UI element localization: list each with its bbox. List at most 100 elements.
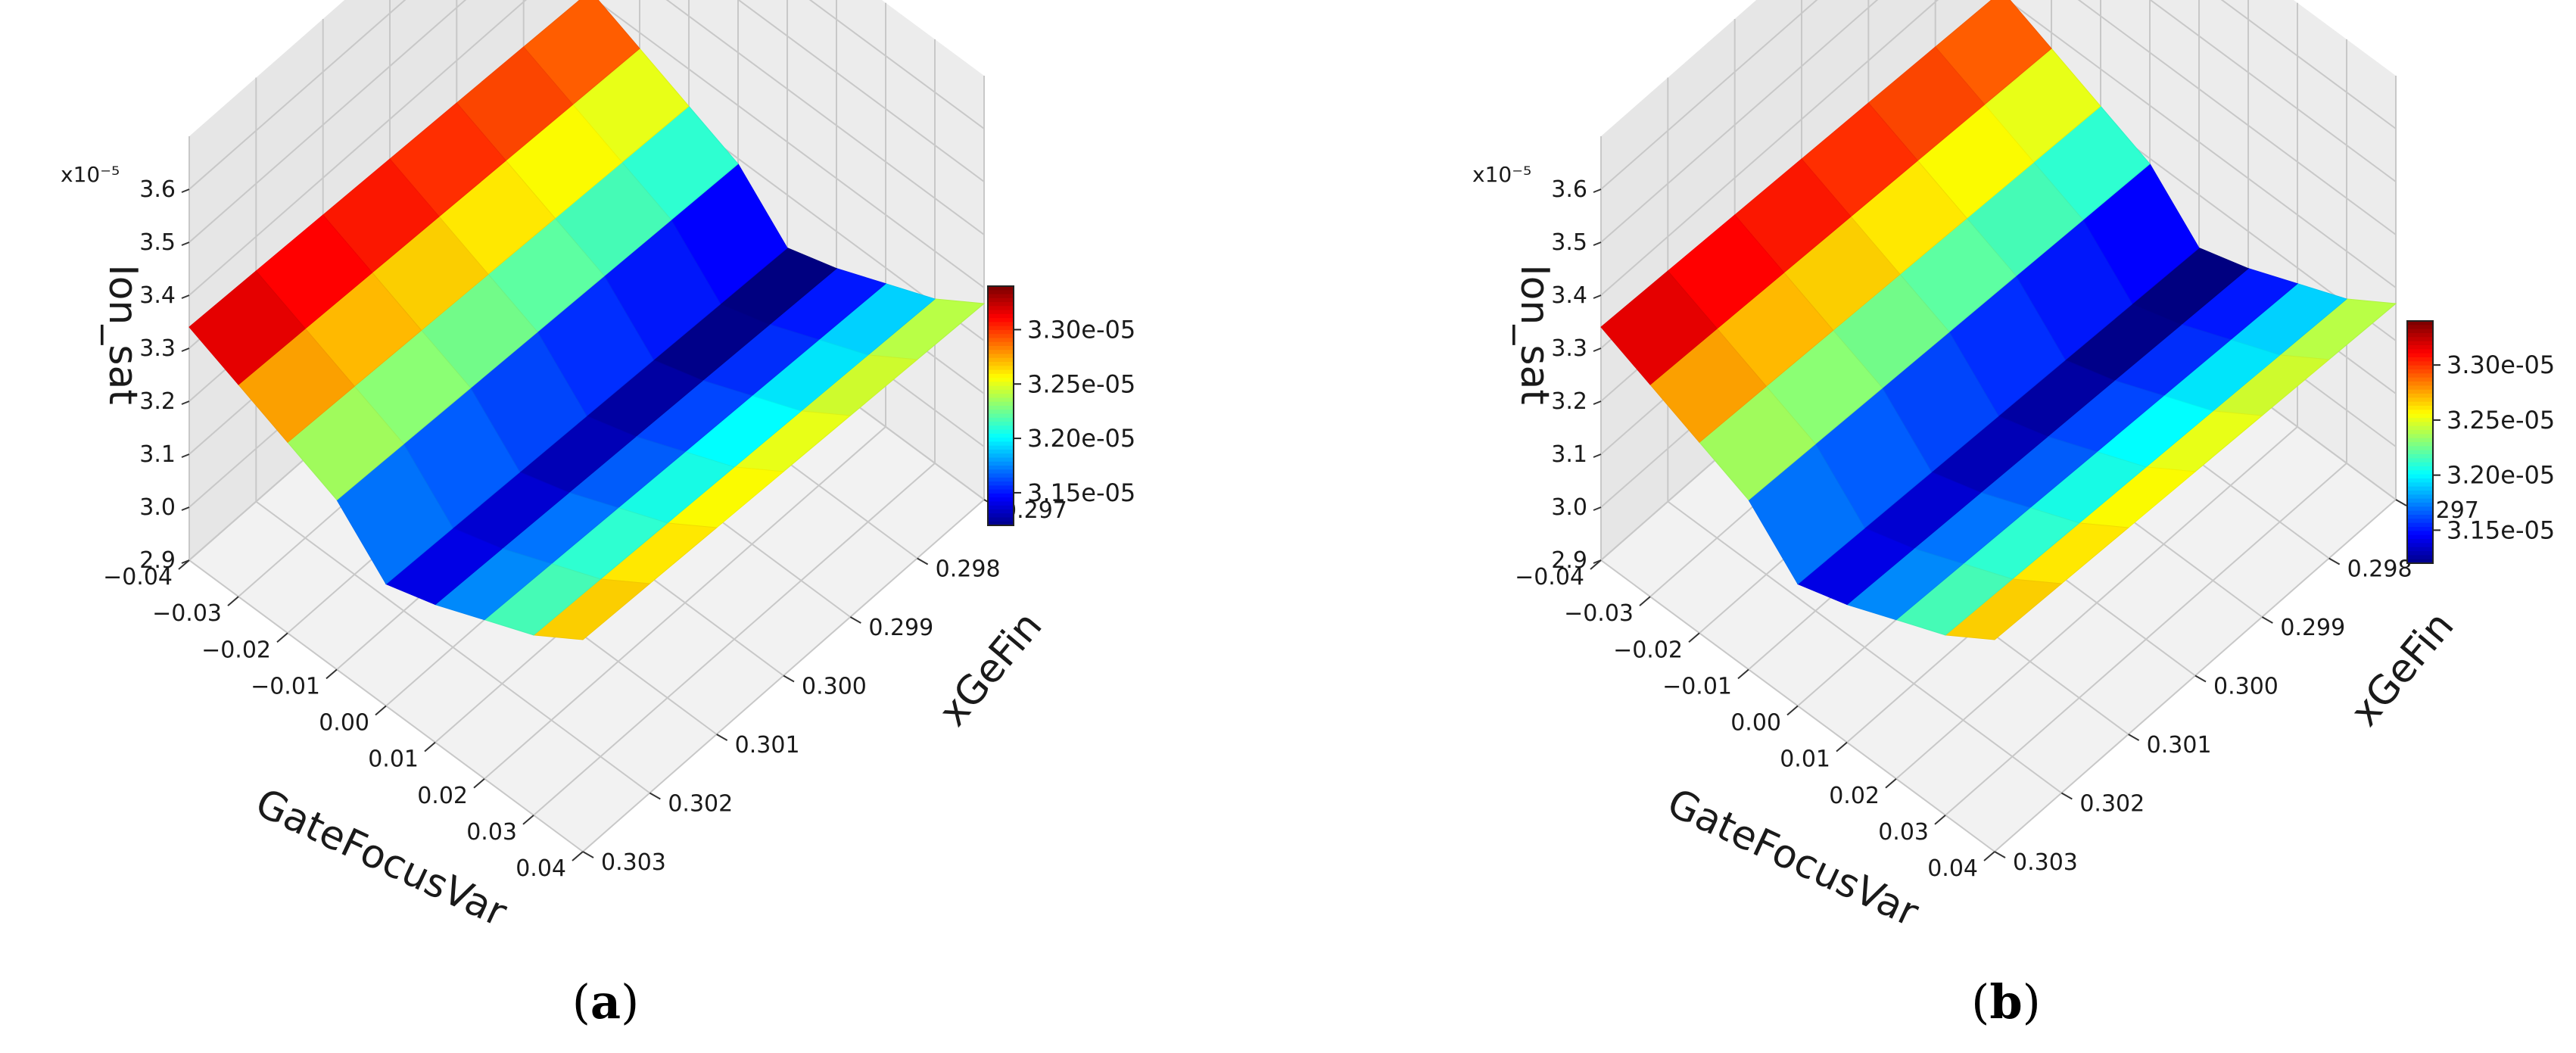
z-tick-label: 3.4	[139, 282, 176, 309]
colorbar-segment	[988, 473, 1014, 478]
z-tick-mark	[181, 294, 190, 299]
colorbar-segment	[2407, 442, 2433, 447]
colorbar-tick-label: 3.15e-05	[2447, 516, 2555, 544]
y-tick-mark	[783, 674, 795, 683]
z-tick-mark	[181, 188, 190, 193]
z-tick-label: 3.3	[139, 335, 176, 362]
colorbar-segment	[2407, 373, 2433, 379]
colorbar-tick-label: 3.20e-05	[1027, 424, 1135, 453]
z-tick-mark	[1593, 241, 1602, 246]
y-axis-label: xGeFin	[930, 603, 1051, 735]
colorbar-segment	[988, 338, 1014, 343]
colorbar-segment	[988, 481, 1014, 487]
x-tick-label: −0.02	[201, 637, 271, 663]
colorbar-segment	[988, 350, 1014, 355]
colorbar-segment	[988, 417, 1014, 423]
y-tick-mark	[2194, 674, 2207, 683]
colorbar-segment	[988, 310, 1014, 315]
z-tick-mark	[1593, 559, 1602, 564]
y-axis-label: xGeFin	[2342, 603, 2462, 735]
colorbar-segment	[988, 334, 1014, 339]
x-tick-mark	[375, 705, 387, 716]
caption-close-paren: )	[2023, 974, 2041, 1030]
z-tick-mark	[1593, 347, 1602, 352]
colorbar-segment	[2407, 551, 2433, 556]
colorbar-segment	[988, 413, 1014, 419]
x-tick-mark	[326, 668, 338, 680]
colorbar-tick-label: 3.30e-05	[1027, 315, 1135, 344]
colorbar-tick-label: 3.15e-05	[1027, 478, 1135, 507]
z-tick-mark	[1593, 294, 1602, 299]
colorbar-segment	[2407, 543, 2433, 548]
colorbar-segment	[2407, 377, 2433, 382]
x-tick-label: 0.02	[417, 783, 468, 809]
colorbar-frame	[2406, 320, 2434, 564]
colorbar-segment	[988, 397, 1014, 403]
colorbar-segment	[2407, 515, 2433, 520]
x-tick-mark	[1836, 741, 1848, 752]
y-tick-mark	[849, 616, 861, 624]
chart-panel-b: −0.04 −0.03 −0.02 −0.01 0.00 0.01 0.02 0.03 0.04…	[1472, 0, 2555, 1030]
colorbar-segment	[988, 357, 1014, 363]
caption-open-paren: (	[572, 974, 590, 1030]
colorbar-segment	[2407, 510, 2433, 516]
colorbar-segment	[2407, 394, 2433, 399]
y-tick-label: 0.301	[2147, 732, 2212, 759]
y-tick-mark	[2060, 792, 2073, 800]
caption-open-paren: (	[1971, 974, 1989, 1030]
colorbar-segment	[988, 441, 1014, 447]
colorbar-tick-label: 3.25e-05	[2447, 406, 2555, 435]
colorbar-segment	[988, 513, 1014, 519]
colorbar-segment	[988, 385, 1014, 391]
colorbar-segment	[2407, 341, 2433, 346]
colorbar-segment	[2407, 325, 2433, 330]
y-tick-mark	[2128, 734, 2140, 741]
colorbar-segment	[2407, 491, 2433, 496]
z-tick-label: 3.5	[1551, 229, 1587, 256]
x-tick-label: −0.01	[1662, 673, 1732, 699]
x-tick-label: 0.03	[1878, 819, 1929, 846]
surface-cell	[1600, 270, 1718, 385]
colorbar-segment	[2407, 458, 2433, 463]
colorbar-segment	[2407, 425, 2433, 431]
colorbar-segment	[2407, 397, 2433, 403]
x-tick-mark	[473, 777, 485, 789]
colorbar-segment	[988, 406, 1014, 411]
y-tick-label: 0.302	[668, 791, 733, 818]
colorbar-segment	[2407, 418, 2433, 423]
y-tick-mark	[1994, 851, 2006, 858]
caption-letter: a	[590, 974, 621, 1030]
colorbar-segment	[988, 410, 1014, 415]
colorbar-segment	[2407, 478, 2433, 484]
colorbar: 3.30e-05 3.25e-05 3.20e-05 3.15e-05	[2406, 320, 2555, 564]
x-tick-mark	[1885, 777, 1897, 789]
z-tick-mark	[1593, 506, 1602, 511]
z-tick-label: 3.5	[139, 229, 176, 256]
colorbar-segment	[988, 466, 1014, 471]
colorbar-segment	[988, 449, 1014, 455]
colorbar-segment	[2407, 434, 2433, 439]
x-tick-label: −0.04	[1515, 564, 1584, 590]
colorbar-segment	[988, 438, 1014, 443]
colorbar-segment	[2407, 547, 2433, 552]
colorbar-segment	[988, 505, 1014, 510]
colorbar-segment	[2407, 333, 2433, 338]
colorbar-segment	[2407, 470, 2433, 475]
colorbar-segment	[2407, 413, 2433, 419]
y-tick-mark	[716, 734, 728, 741]
colorbar-segment	[2407, 522, 2433, 528]
colorbar-segment	[2407, 406, 2433, 411]
colorbar-segment	[988, 369, 1014, 375]
colorbar-segment	[2407, 361, 2433, 366]
colorbar-segment	[988, 346, 1014, 351]
colorbar-segment	[2407, 430, 2433, 435]
z-tick-label: 3.6	[1551, 176, 1587, 203]
colorbar-segment	[2407, 321, 2433, 326]
y-tick-label: 0.300	[802, 674, 867, 700]
colorbar-segment	[2407, 474, 2433, 479]
colorbar-segment	[2407, 503, 2433, 508]
colorbar-segment	[2407, 438, 2433, 443]
colorbar-segment	[988, 425, 1014, 431]
colorbar-segment	[988, 501, 1014, 506]
